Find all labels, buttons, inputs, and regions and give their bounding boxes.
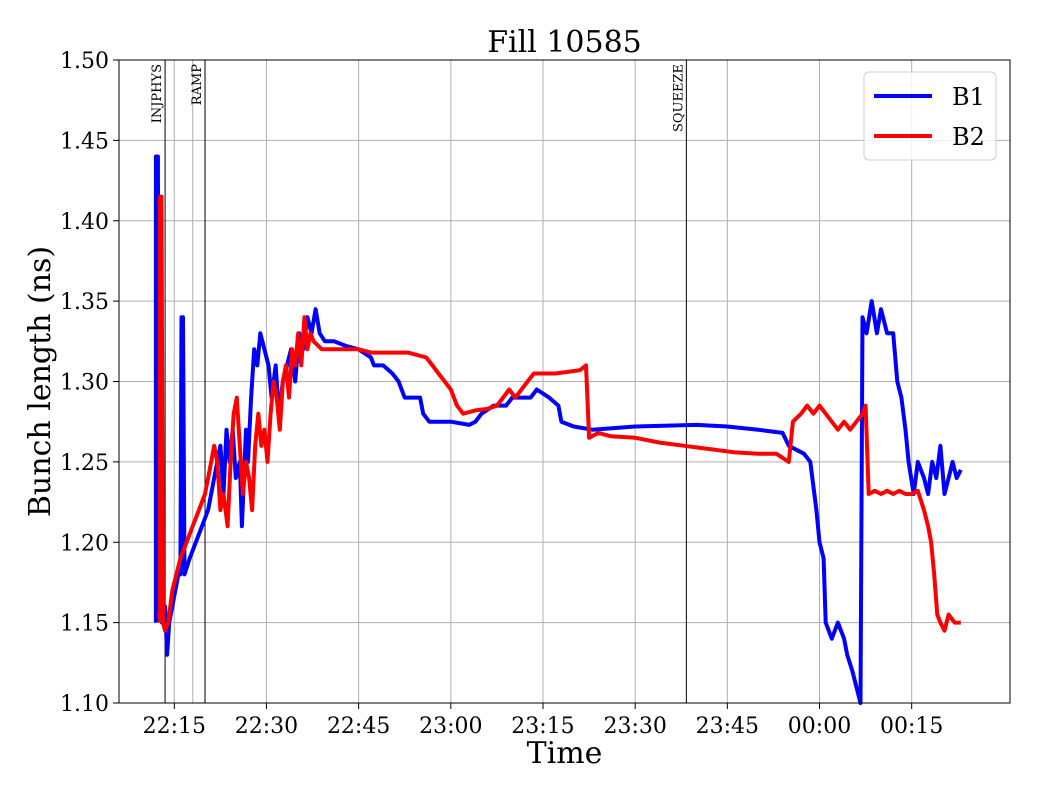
y-tick-label: 1.20 — [60, 531, 109, 556]
y-axis-label: Bunch length (ns) — [23, 246, 58, 517]
chart-title: Fill 10585 — [487, 25, 642, 60]
phase-label: SQUEEZE — [671, 64, 686, 132]
y-tick-label: 1.10 — [60, 692, 109, 717]
phase-markers: INJPHYS RAMP SQUEEZE — [150, 60, 687, 703]
y-tick-label: 1.25 — [60, 451, 109, 476]
series-layer — [153, 154, 963, 705]
x-tick-label: 00:00 — [788, 714, 851, 739]
x-tick-label: 22:15 — [143, 714, 206, 739]
y-tick-label: 1.15 — [60, 612, 109, 637]
x-tick-label: 23:45 — [696, 714, 759, 739]
phase-label: RAMP — [190, 64, 205, 105]
y-tick-label: 1.35 — [60, 290, 109, 315]
series-line-b1 — [153, 154, 963, 705]
y-tick-label: 1.30 — [60, 371, 109, 396]
x-tick-label: 00:15 — [880, 714, 943, 739]
x-tick-label: 23:30 — [603, 714, 666, 739]
x-axis-label: Time — [527, 736, 603, 771]
legend-label-b2: B2 — [952, 123, 985, 151]
x-tick-label: 23:15 — [511, 714, 574, 739]
x-tick-label: 23:00 — [419, 714, 482, 739]
y-tick-label: 1.50 — [60, 49, 109, 74]
series-line-b2 — [158, 194, 961, 633]
phase-label: INJPHYS — [150, 64, 165, 123]
y-tick-label: 1.45 — [60, 129, 109, 154]
x-tick-label: 22:30 — [235, 714, 298, 739]
legend-label-b1: B1 — [952, 83, 985, 111]
axis-ticks: 1.10 1.15 1.20 1.25 1.30 1.35 1.40 1.45 1.50 22:1… — [60, 49, 943, 739]
y-tick-label: 1.40 — [60, 210, 109, 235]
x-tick-label: 22:45 — [327, 714, 390, 739]
